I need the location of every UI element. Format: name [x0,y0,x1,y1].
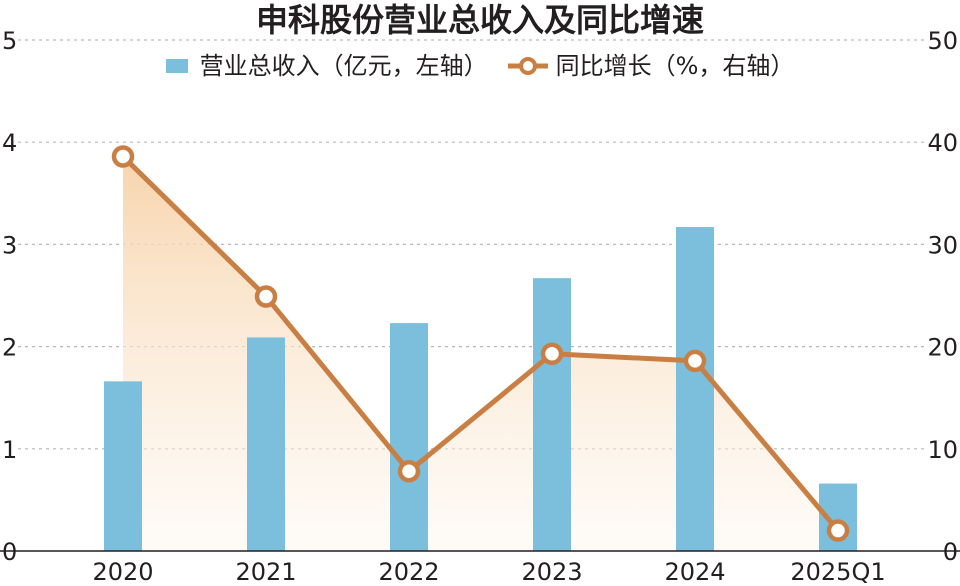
bar-revenue [104,381,142,551]
growth-point [397,460,421,483]
growth-area [123,156,838,551]
y-right-tick-label: 50 [927,27,958,55]
y-right-tick-label: 30 [927,231,958,259]
growth-point [254,285,278,308]
y-right-tick-label: 0 [943,538,958,566]
y-left-tick-label: 1 [2,436,17,464]
chart-title: 申科股份营业总收入及同比增速 [255,1,704,39]
bar-revenue [247,337,285,551]
growth-line [121,154,840,533]
legend-label-growth: 同比增长（%，右轴） [555,52,795,80]
bar-revenue [676,227,714,551]
legend-swatch-bar [165,59,188,73]
legend-label-revenue: 营业总收入（亿元，左轴） [199,52,488,80]
y-left-tick-label: 4 [2,129,17,157]
y-left-tick-label: 3 [2,231,17,259]
y-left-tick-label: 2 [2,334,17,362]
y-left-tick-label: 5 [2,27,17,55]
legend-item-revenue: 营业总收入（亿元，左轴） [165,48,488,84]
x-tick-label: 2021 [235,558,296,586]
x-tick-label: 2022 [378,558,439,586]
x-tick-label: 2025Q1 [790,558,885,586]
y-right-tick-label: 20 [927,334,958,362]
legend-item-growth: 同比增长（%，右轴） [507,48,795,84]
growth-point [540,342,564,366]
y-right-tick-label: 40 [927,129,958,157]
y-right-tick-label: 10 [927,436,958,464]
bar-revenue [390,323,428,551]
bar-revenue [533,278,571,551]
growth-point [111,145,135,168]
growth-point [826,519,850,542]
growth-point [683,349,707,373]
x-tick-label: 2024 [664,558,725,586]
legend-swatch-line [507,57,548,75]
y-left-tick-label: 0 [2,538,17,566]
legend: 营业总收入（亿元，左轴） 同比增长（%，右轴） [0,48,960,84]
x-tick-label: 2023 [521,558,582,586]
x-tick-label: 2020 [92,558,153,586]
